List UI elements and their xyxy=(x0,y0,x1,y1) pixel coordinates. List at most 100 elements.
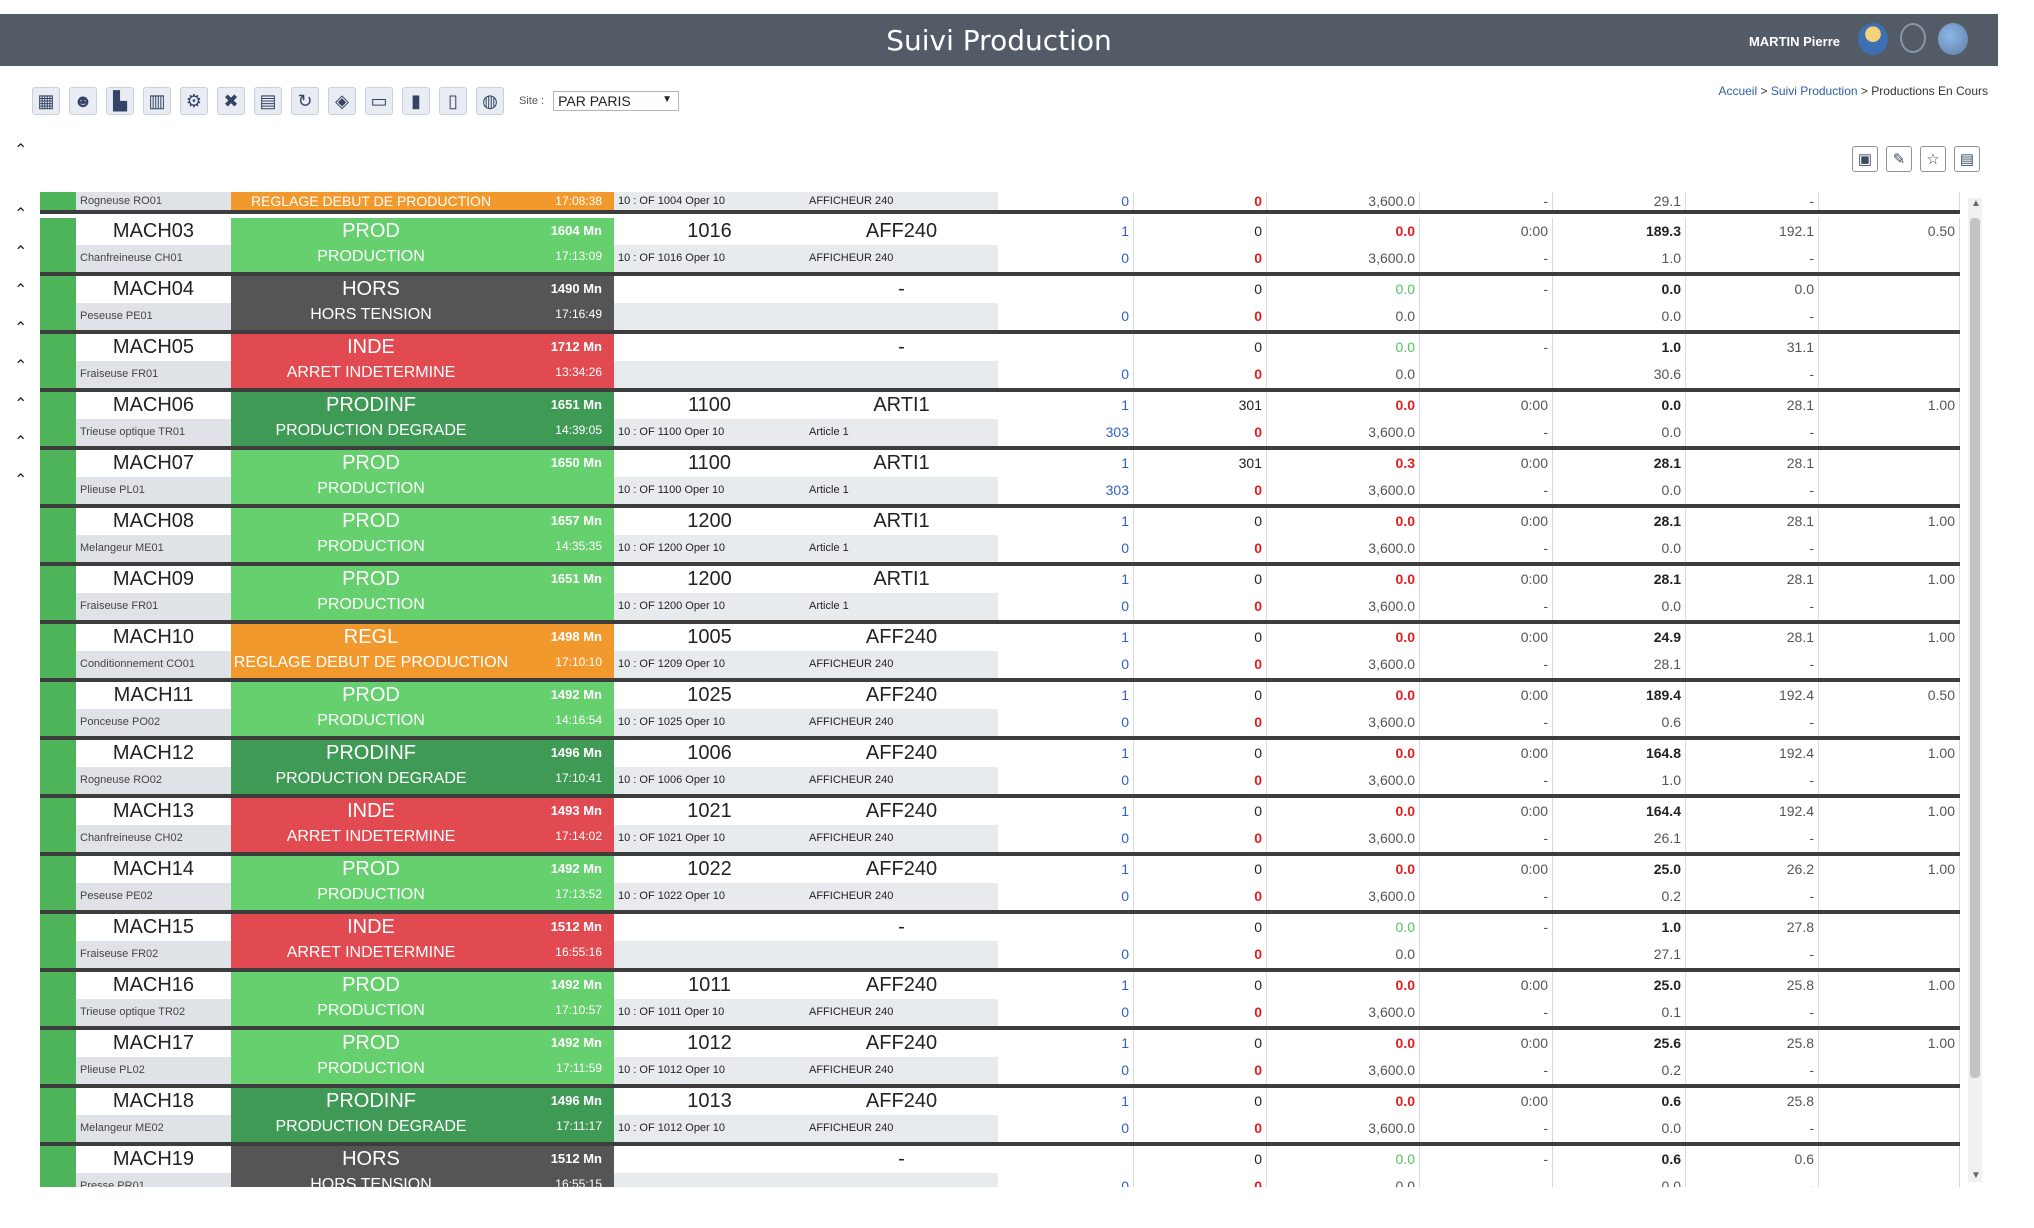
of-number[interactable] xyxy=(614,334,805,361)
status-cell[interactable]: INDE 1712 Mn ARRET INDETERMINE 13:34:26 xyxy=(231,334,614,388)
edit-icon[interactable]: ✎ xyxy=(1886,146,1912,172)
breadcrumb-section[interactable]: Suivi Production xyxy=(1770,84,1858,98)
article-code[interactable]: ARTI1 xyxy=(805,392,998,419)
status-cell[interactable]: HORS 1512 Mn HORS TENSION 16:55:15 xyxy=(231,1146,614,1187)
collapse-icon[interactable]: ⌃ xyxy=(14,206,28,223)
of-number[interactable]: 1200 xyxy=(614,508,805,535)
article-code[interactable]: AFF240 xyxy=(805,740,998,767)
machine-code[interactable]: MACH11 xyxy=(76,682,231,709)
machine-code[interactable]: MACH09 xyxy=(76,566,231,593)
collapse-icon[interactable]: ⌃ xyxy=(14,434,28,451)
breadcrumb-home[interactable]: Accueil xyxy=(1718,84,1758,98)
table-row[interactable]: MACH10 Conditionnement CO01 REGL 1498 Mn … xyxy=(40,624,1960,682)
status-cell[interactable]: PROD 1492 Mn PRODUCTION 17:11:59 xyxy=(231,1030,614,1084)
status-cell[interactable]: HORS 1490 Mn HORS TENSION 17:16:49 xyxy=(231,276,614,330)
of-number[interactable]: 1012 xyxy=(614,1030,805,1057)
machine-code[interactable]: MACH07 xyxy=(76,450,231,477)
article-code[interactable]: AFF240 xyxy=(805,1088,998,1115)
page-icon[interactable]: ▯ xyxy=(439,87,467,115)
machine-code[interactable]: MACH15 xyxy=(76,914,231,941)
table-row[interactable]: MACH07 Plieuse PL01 PROD 1650 Mn PRODUCTI… xyxy=(40,450,1960,508)
status-cell[interactable]: PROD 1651 Mn PRODUCTION xyxy=(231,566,614,620)
book-icon[interactable]: ▮ xyxy=(402,87,430,115)
status-cell[interactable]: PROD 1650 Mn PRODUCTION xyxy=(231,450,614,504)
of-number[interactable]: 1013 xyxy=(614,1088,805,1115)
status-cell[interactable]: PROD 1657 Mn PRODUCTION 14:35:35 xyxy=(231,508,614,562)
collapse-icon[interactable]: ⌃ xyxy=(14,282,28,299)
site-select[interactable]: PAR PARIS ▼ xyxy=(553,91,680,111)
table-row[interactable]: MACH19 Presse PR01 HORS 1512 Mn HORS TENS… xyxy=(40,1146,1960,1187)
table-row[interactable]: MACH09 Fraiseuse FR01 PROD 1651 Mn PRODUC… xyxy=(40,566,1960,624)
article-code[interactable]: - xyxy=(805,1146,998,1173)
status-cell[interactable]: PROD 1492 Mn PRODUCTION 17:10:57 xyxy=(231,972,614,1026)
machine-code[interactable]: MACH04 xyxy=(76,276,231,303)
of-number[interactable]: 1016 xyxy=(614,218,805,245)
document-icon[interactable]: ▤ xyxy=(1954,146,1980,172)
machine-code[interactable]: MACH16 xyxy=(76,972,231,999)
collapse-icon[interactable]: ⌃ xyxy=(14,358,28,375)
machine-code[interactable]: MACH12 xyxy=(76,740,231,767)
machine-code[interactable]: MACH03 xyxy=(76,218,231,245)
of-number[interactable]: 1200 xyxy=(614,566,805,593)
article-code[interactable]: ARTI1 xyxy=(805,566,998,593)
box-icon[interactable]: ◈ xyxy=(328,87,356,115)
machine-code[interactable]: MACH13 xyxy=(76,798,231,825)
logout-icon[interactable] xyxy=(1938,23,1968,55)
article-code[interactable]: AFF240 xyxy=(805,1030,998,1057)
of-number[interactable]: 1025 xyxy=(614,682,805,709)
article-code[interactable]: - xyxy=(805,914,998,941)
article-code[interactable]: AFF240 xyxy=(805,798,998,825)
machine-code[interactable]: MACH10 xyxy=(76,624,231,651)
tools-icon[interactable]: ✖ xyxy=(217,87,245,115)
machine-code[interactable]: MACH18 xyxy=(76,1088,231,1115)
scroll-thumb[interactable] xyxy=(1970,218,1980,1078)
status-cell[interactable]: INDE 1512 Mn ARRET INDETERMINE 16:55:16 xyxy=(231,914,614,968)
user-name[interactable]: MARTIN Pierre xyxy=(1748,34,1840,49)
tools-icon[interactable] xyxy=(1900,23,1926,53)
article-code[interactable]: AFF240 xyxy=(805,682,998,709)
collapse-icon[interactable]: ⌃ xyxy=(14,472,28,489)
of-number[interactable]: 1011 xyxy=(614,972,805,999)
table-row[interactable]: MACH05 Fraiseuse FR01 INDE 1712 Mn ARRET … xyxy=(40,334,1960,392)
star-icon[interactable]: ☆ xyxy=(1920,146,1946,172)
status-cell[interactable]: PRODINF 1651 Mn PRODUCTION DEGRADE 14:39… xyxy=(231,392,614,446)
table-row[interactable]: MACH16 Trieuse optique TR02 PROD 1492 Mn … xyxy=(40,972,1960,1030)
of-number[interactable]: 1100 xyxy=(614,450,805,477)
status-cell[interactable]: PRODINF 1496 Mn PRODUCTION DEGRADE 17:11… xyxy=(231,1088,614,1142)
globe-icon[interactable]: ◍ xyxy=(476,87,504,115)
article-code[interactable]: - xyxy=(805,334,998,361)
article-code[interactable]: AFF240 xyxy=(805,972,998,999)
article-code[interactable]: - xyxy=(805,276,998,303)
table-row[interactable]: MACH12 Rogneuse RO02 PRODINF 1496 Mn PROD… xyxy=(40,740,1960,798)
of-number[interactable]: 1021 xyxy=(614,798,805,825)
table-row[interactable]: MACH03 Chanfreineuse CH01 PROD 1604 Mn PR… xyxy=(40,218,1960,276)
scroll-down-icon[interactable]: ▼ xyxy=(1971,1170,1981,1181)
status-cell[interactable]: REGL 1498 Mn REGLAGE DEBUT DE PRODUCTION… xyxy=(231,624,614,678)
table-row-partial[interactable]: Rogneuse RO01 REGLAGE DEBUT DE PRODUCTIO… xyxy=(40,192,1960,214)
of-number[interactable] xyxy=(614,276,805,303)
collapse-icon[interactable]: ⌃ xyxy=(14,396,28,413)
refresh-icon[interactable]: ↻ xyxy=(291,87,319,115)
doc-icon[interactable]: ▤ xyxy=(254,87,282,115)
article-code[interactable]: ARTI1 xyxy=(805,508,998,535)
of-number[interactable] xyxy=(614,1146,805,1173)
chart-icon[interactable]: ▥ xyxy=(143,87,171,115)
factory-icon[interactable]: ▙ xyxy=(106,87,134,115)
table-row[interactable]: MACH11 Ponceuse PO02 PROD 1492 Mn PRODUCT… xyxy=(40,682,1960,740)
status-cell[interactable]: PROD 1492 Mn PRODUCTION 14:16:54 xyxy=(231,682,614,736)
machine-code[interactable]: MACH08 xyxy=(76,508,231,535)
display-icon[interactable]: ▣ xyxy=(1852,146,1878,172)
monitor-icon[interactable]: ▭ xyxy=(365,87,393,115)
map-icon[interactable]: ▦ xyxy=(32,87,60,115)
of-number[interactable]: 1005 xyxy=(614,624,805,651)
status-cell[interactable]: INDE 1493 Mn ARRET INDETERMINE 17:14:02 xyxy=(231,798,614,852)
table-row[interactable]: MACH17 Plieuse PL02 PROD 1492 Mn PRODUCTI… xyxy=(40,1030,1960,1088)
status-cell[interactable]: PROD 1604 Mn PRODUCTION 17:13:09 xyxy=(231,218,614,272)
collapse-icon[interactable]: ⌃ xyxy=(14,142,28,159)
table-row[interactable]: MACH15 Fraiseuse FR02 INDE 1512 Mn ARRET … xyxy=(40,914,1960,972)
status-cell[interactable]: PRODINF 1496 Mn PRODUCTION DEGRADE 17:10… xyxy=(231,740,614,794)
table-row[interactable]: MACH18 Melangeur ME02 PRODINF 1496 Mn PRO… xyxy=(40,1088,1960,1146)
machine-code[interactable]: MACH05 xyxy=(76,334,231,361)
collapse-icon[interactable]: ⌃ xyxy=(14,320,28,337)
machine-code[interactable]: MACH06 xyxy=(76,392,231,419)
